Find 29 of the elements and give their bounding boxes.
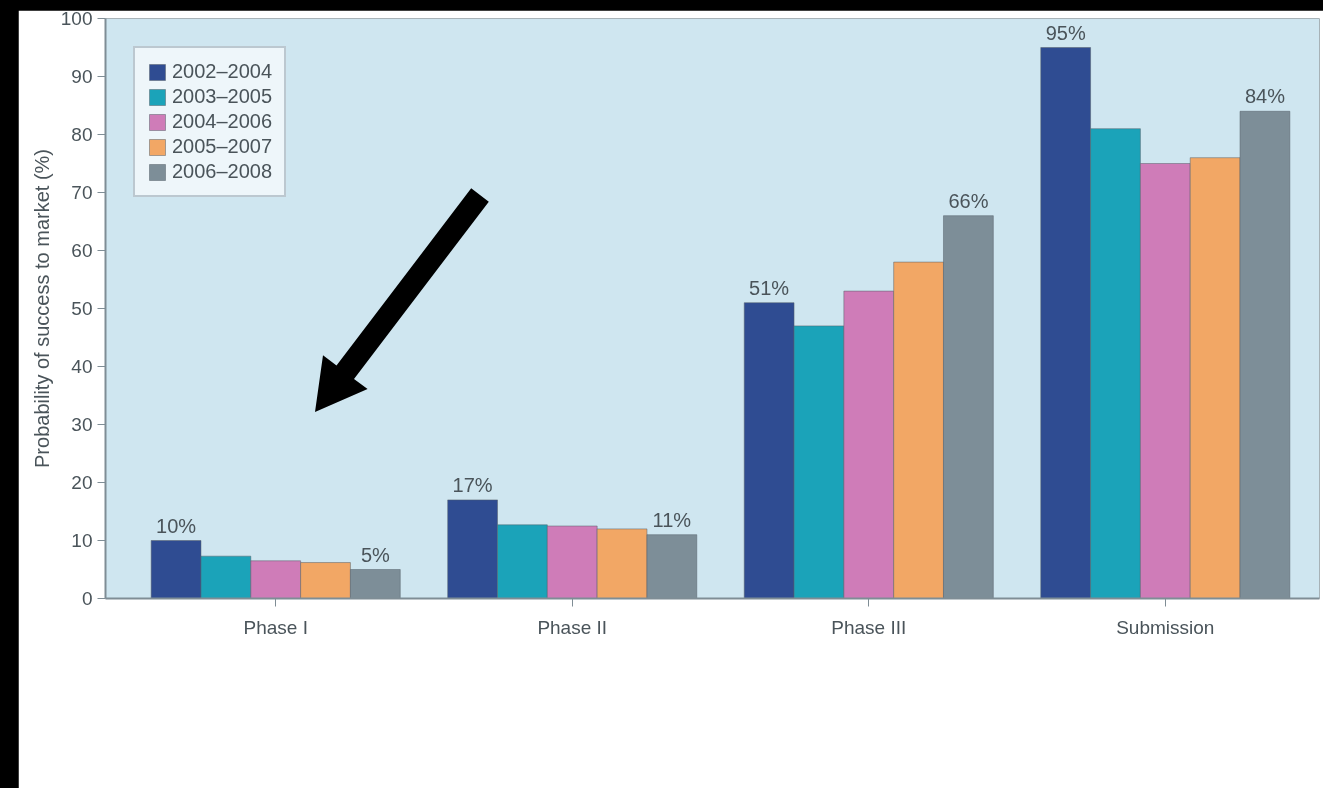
- legend-label: 2006–2008: [172, 160, 273, 183]
- data-label: 17%: [452, 473, 493, 496]
- y-tick-label: 70: [71, 182, 93, 203]
- legend-label: 2003–2005: [172, 85, 273, 108]
- x-tick-label: Phase II: [537, 616, 608, 638]
- y-tick-label: 50: [71, 298, 93, 319]
- x-tick-label: Submission: [1116, 616, 1215, 638]
- data-label: 66%: [948, 189, 989, 212]
- data-label: 5%: [360, 543, 391, 566]
- y-tick-label: 20: [71, 472, 93, 493]
- y-tick-label: 30: [71, 414, 93, 435]
- x-tick-label: Phase I: [243, 616, 308, 638]
- data-label: 95%: [1045, 21, 1086, 44]
- x-tick-label: Phase III: [831, 616, 907, 638]
- data-label: 10%: [156, 514, 197, 537]
- legend-label: 2005–2007: [172, 135, 273, 158]
- legend-label: 2004–2006: [172, 110, 273, 133]
- y-tick-label: 80: [71, 124, 93, 145]
- data-label: 51%: [749, 276, 790, 299]
- y-tick-label: 0: [81, 588, 93, 609]
- y-tick-label: 100: [60, 8, 93, 29]
- y-tick-label: 10: [71, 530, 93, 551]
- legend-label: 2002–2004: [172, 60, 273, 83]
- y-axis-title: Probability of success to market (%): [30, 149, 53, 468]
- y-tick-label: 60: [71, 240, 93, 261]
- data-label: 84%: [1244, 85, 1286, 108]
- y-tick-label: 90: [71, 66, 93, 87]
- data-label: 11%: [652, 508, 692, 531]
- y-tick-label: 40: [71, 356, 93, 377]
